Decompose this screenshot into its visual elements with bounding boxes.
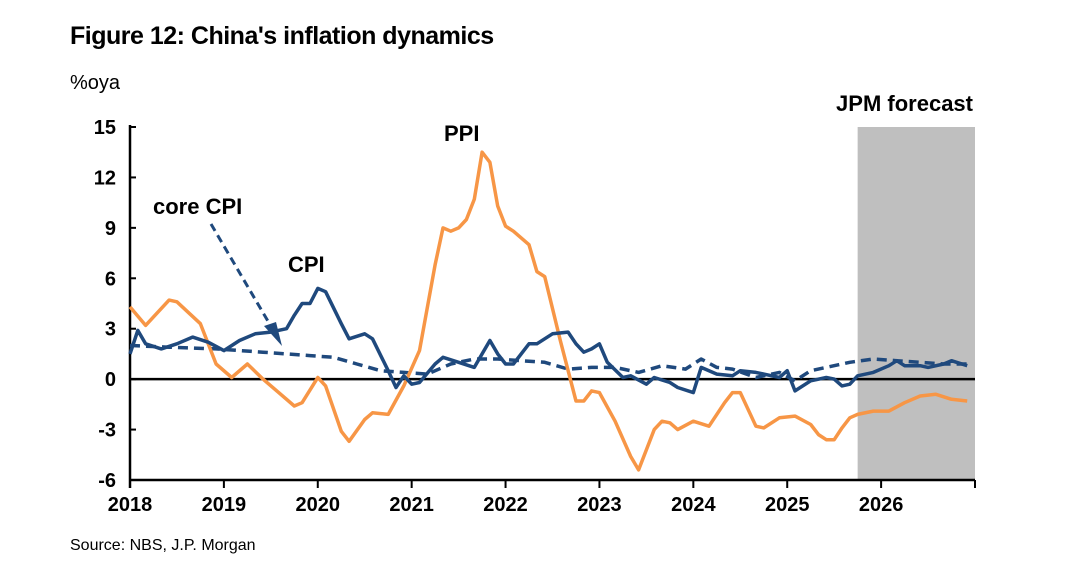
label-cpi: CPI <box>288 252 325 277</box>
y-tick-label: 0 <box>105 369 116 391</box>
chart-title: Figure 12: China's inflation dynamics <box>70 22 494 50</box>
y-tick-label: 15 <box>94 117 116 139</box>
y-tick-label: -6 <box>98 470 116 492</box>
label-core-cpi: core CPI <box>153 194 242 219</box>
y-axis-unit: %oya <box>70 72 121 94</box>
series-ppi <box>128 150 968 472</box>
series-cpi <box>128 286 968 395</box>
y-tick-label: 12 <box>94 167 116 189</box>
x-tick-label: 2026 <box>859 494 904 516</box>
y-tick-label: -3 <box>98 420 116 442</box>
x-tick-label: 2020 <box>296 494 341 516</box>
forecast-region <box>857 127 975 480</box>
source-note: Source: NBS, J.P. Morgan <box>70 537 256 554</box>
series-core-cpi <box>129 343 968 383</box>
forecast-label: JPM forecast <box>836 91 974 116</box>
x-tick-label: 2018 <box>108 494 153 516</box>
x-tick-label: 2025 <box>765 494 810 516</box>
y-tick-label: 9 <box>105 218 116 240</box>
label-ppi: PPI <box>444 121 479 146</box>
x-tick-label: 2023 <box>577 494 622 516</box>
core-cpi-arrow <box>209 223 274 329</box>
y-tick-label: 6 <box>105 268 116 290</box>
x-tick-label: 2019 <box>202 494 247 516</box>
y-tick-label: 3 <box>105 319 116 341</box>
x-tick-label: 2022 <box>483 494 528 516</box>
x-tick-label: 2021 <box>389 494 434 516</box>
x-tick-label: 2024 <box>671 494 716 516</box>
arrow-head-icon <box>264 322 282 346</box>
